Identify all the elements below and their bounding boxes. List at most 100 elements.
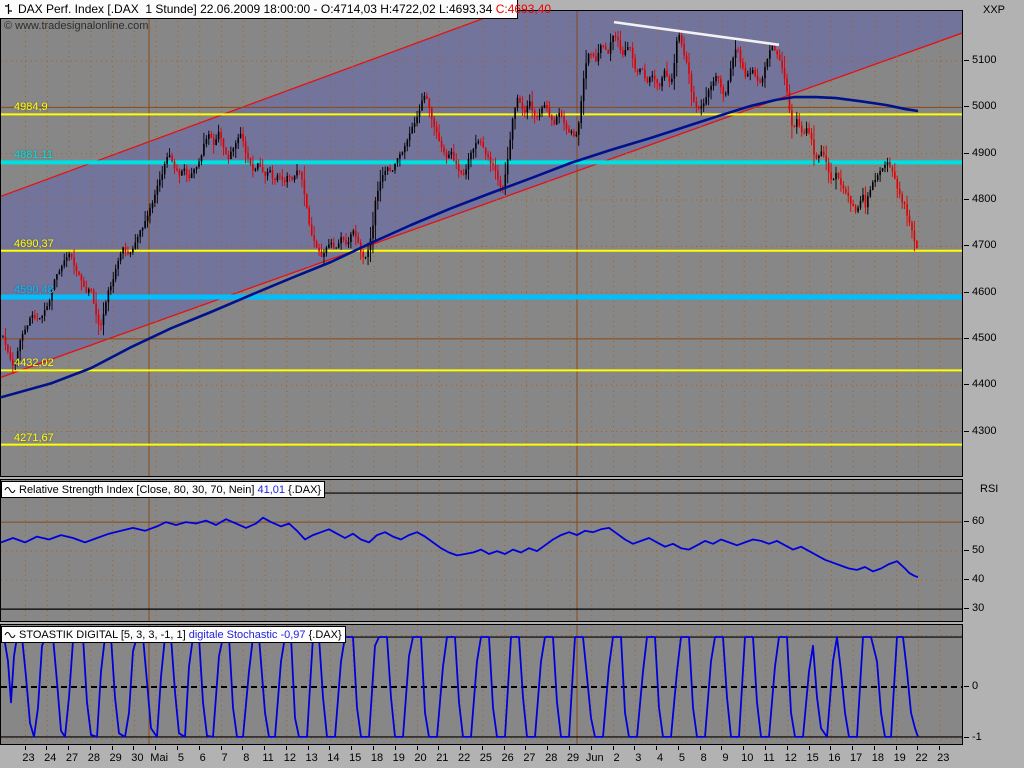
time-axis-label: 15: [806, 752, 819, 764]
axis-tick-mark: [964, 60, 969, 62]
stoch-symbol-suffix: {.DAX}: [308, 628, 342, 641]
axis-tick-mark: [964, 384, 969, 386]
time-axis-label: 30: [131, 752, 144, 764]
time-axis-tick: [939, 746, 941, 750]
axis-tick-mark: [964, 430, 969, 432]
time-axis-tick: [416, 746, 418, 750]
time-axis-tick: [264, 746, 266, 750]
time-axis-label: 2: [613, 752, 620, 764]
white-trendline[interactable]: [613, 20, 780, 47]
axis-tick-mark: [964, 737, 969, 739]
instrument-title: DAX Perf. Index [.DAX 1 Stunde]: [18, 2, 197, 16]
time-axis-label: 26: [501, 752, 514, 764]
bar-timestamp: 22.06.2009 18:00:00: [200, 2, 311, 16]
time-axis-tick: [852, 746, 854, 750]
horizontal-price-lines[interactable]: [1, 113, 962, 446]
time-axis-tick: [394, 746, 396, 750]
title-separator: -: [310, 2, 321, 16]
time-axis-tick: [765, 746, 767, 750]
stoch-params: STOASTIK DIGITAL [5, 3, 3, -1, 1]: [19, 628, 186, 641]
time-axis-tick: [612, 746, 614, 750]
axis-tick-mark: [964, 152, 969, 154]
time-axis-label: 21: [436, 752, 449, 764]
price-level-label: 4271,67: [14, 431, 54, 444]
trend-channel[interactable]: [1, 11, 962, 378]
time-axis-label: 13: [305, 752, 318, 764]
time-axis-tick: [351, 746, 353, 750]
rsi-indicator-panel[interactable]: [0, 479, 963, 622]
time-axis-label: 6: [199, 752, 206, 764]
time-axis-tick: [460, 746, 462, 750]
time-axis-tick: [590, 746, 592, 750]
time-axis-label: Mai: [150, 752, 169, 764]
time-axis-tick: [656, 746, 658, 750]
time-axis-label: 18: [370, 752, 384, 764]
time-axis-tick: [503, 746, 505, 750]
time-axis-label: 15: [349, 752, 362, 764]
price-axis-unit-label: XXP: [983, 4, 1006, 16]
time-axis-label: 11: [262, 752, 274, 764]
rsi-header-label[interactable]: Relative Strength Index [Close, 80, 30, …: [1, 481, 326, 498]
price-level-label: 4984,9: [14, 101, 48, 114]
axis-tick-mark: [964, 579, 969, 581]
time-axis-label: 16: [828, 752, 841, 764]
time-axis-label: 8: [243, 752, 250, 764]
time-axis-label: 29: [566, 752, 580, 764]
time-axis-tick: [830, 746, 832, 750]
indicator-wave-icon: [4, 485, 16, 494]
rsi-axis-label: RSI: [980, 483, 999, 495]
time-axis-label: 28: [545, 752, 558, 764]
chart-title-bar[interactable]: DAX Perf. Index [.DAX 1 Stunde] 22.06.20…: [0, 0, 551, 19]
time-axis-label: 9: [722, 752, 729, 764]
time-axis-label: 5: [678, 752, 685, 764]
time-axis-tick: [89, 746, 91, 750]
stochastic-indicator-panel[interactable]: [0, 624, 963, 745]
price-level-label: 4590,48: [14, 284, 54, 296]
time-axis-tick: [438, 746, 440, 750]
time-axis-tick: [133, 746, 135, 750]
axis-tick-mark: [964, 245, 969, 247]
ohlc-values: O:4714,03 H:4722,02 L:4693,34: [320, 2, 496, 16]
main-price-chart[interactable]: [1, 11, 962, 476]
axis-tick-mark: [964, 198, 969, 200]
rsi-current-value: 41,01: [257, 483, 286, 496]
time-axis-tick: [569, 746, 570, 750]
time-axis-label: 27: [65, 752, 79, 764]
stoch-line: [1, 636, 919, 738]
time-axis-tick: [372, 746, 374, 750]
time-axis-tick: [24, 746, 26, 750]
time-axis-tick: [699, 746, 701, 750]
time-axis-label: 4: [657, 752, 664, 764]
time-axis-tick: [481, 746, 483, 750]
time-axis-label: 23: [937, 752, 950, 764]
time-axis-label: 18: [871, 752, 885, 764]
time-axis-tick: [808, 746, 810, 750]
main-price-chart-panel[interactable]: 4984,9 4881,11 4690,37 4590,48 4432,02 4271,6…: [0, 10, 963, 477]
time-axis-tick: [329, 746, 331, 750]
time-axis-label: 8: [700, 752, 707, 764]
time-axis-label: 25: [479, 752, 492, 764]
time-axis-label: 5: [177, 752, 185, 764]
time-axis-label: 22: [915, 752, 928, 764]
time-axis-tick: [111, 746, 113, 750]
close-value: C:4693,40: [495, 2, 552, 16]
price-axis-column[interactable]: XXP RSI 5100 5000 4900 4800 4700 4600 4500 4400…: [963, 0, 1024, 768]
time-axis-label: 23: [22, 752, 35, 764]
time-axis-tick: [895, 746, 897, 750]
indicator-wave-icon: [4, 630, 16, 639]
time-axis-tick: [220, 746, 222, 750]
time-axis-label: Jun: [585, 752, 604, 764]
time-axis-tick: [721, 746, 723, 750]
stochastic-header-label[interactable]: STOASTIK DIGITAL [5, 3, 3, -1, 1] digita…: [1, 626, 346, 643]
price-level-label: 4690,37: [14, 237, 54, 250]
time-axis-tick: [743, 746, 745, 750]
time-axis-tick: [917, 746, 919, 750]
moving-average-line[interactable]: [1, 95, 919, 399]
time-axis[interactable]: 23 24 27 28 29 30 Mai 5 6 7 8 11 12 13 14 15 18 19 20 21 22 2…: [0, 746, 963, 768]
axis-tick-mark: [964, 685, 969, 687]
time-axis-label: 17: [850, 752, 863, 764]
time-axis-tick: [873, 746, 875, 750]
time-axis-tick: [198, 746, 200, 750]
rsi-chart[interactable]: [1, 480, 962, 621]
